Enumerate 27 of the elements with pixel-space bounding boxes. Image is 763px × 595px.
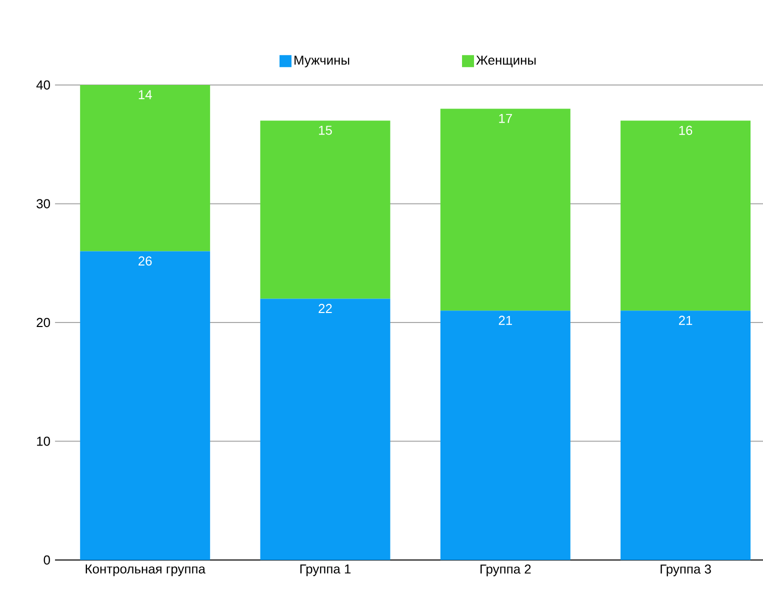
data-label: 14 bbox=[138, 90, 152, 100]
bar bbox=[440, 108, 570, 311]
legend-label: Женщины bbox=[476, 56, 536, 68]
bar bbox=[620, 120, 751, 311]
data-label: 21 bbox=[679, 316, 692, 325]
x-tick-label: Группа 2 bbox=[480, 564, 531, 576]
y-tick-label: 10 bbox=[37, 436, 50, 446]
data-label: 22 bbox=[318, 304, 332, 313]
data-label: 26 bbox=[138, 256, 152, 266]
data-label: 21 bbox=[498, 316, 512, 325]
legend-label: Мужчины bbox=[294, 56, 350, 68]
bar bbox=[80, 84, 210, 252]
bar bbox=[260, 120, 390, 299]
y-tick-label: 0 bbox=[44, 555, 50, 565]
bar bbox=[440, 310, 570, 560]
y-tick-label: 30 bbox=[36, 199, 50, 208]
data-label: 15 bbox=[319, 126, 332, 135]
y-tick-label: 40 bbox=[36, 80, 50, 90]
data-label: 17 bbox=[499, 114, 512, 123]
x-tick-label: Группа 3 bbox=[660, 564, 711, 576]
x-tick-label: Контрольная группа bbox=[86, 564, 206, 576]
bar bbox=[260, 298, 390, 560]
bar bbox=[620, 310, 751, 560]
bar bbox=[80, 251, 210, 560]
x-tick-label: Группа 1 bbox=[300, 564, 351, 576]
y-tick-label: 20 bbox=[36, 318, 50, 328]
data-label: 16 bbox=[679, 126, 692, 135]
